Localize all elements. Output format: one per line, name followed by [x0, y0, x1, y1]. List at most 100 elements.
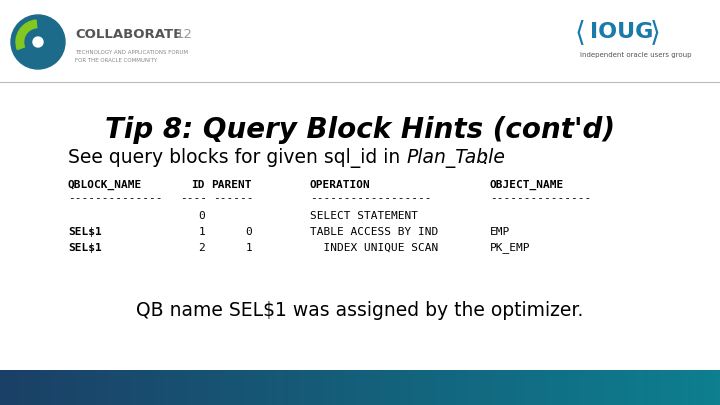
Bar	[14, 370, 18, 405]
Text: 12: 12	[176, 28, 193, 41]
Bar	[259, 370, 263, 405]
Bar	[348, 370, 351, 405]
Bar	[307, 370, 310, 405]
Bar	[413, 370, 416, 405]
Bar	[113, 370, 116, 405]
Bar	[326, 370, 330, 405]
Bar	[103, 370, 107, 405]
Bar	[144, 370, 148, 405]
Bar	[377, 370, 380, 405]
Bar	[153, 370, 157, 405]
Bar	[233, 370, 236, 405]
Bar	[583, 370, 587, 405]
Bar	[223, 370, 227, 405]
Bar	[595, 370, 598, 405]
Bar	[156, 370, 159, 405]
Bar	[480, 370, 483, 405]
Text: 0: 0	[246, 227, 252, 237]
Bar	[333, 370, 337, 405]
Bar	[41, 370, 44, 405]
Bar	[477, 370, 481, 405]
Bar	[137, 370, 140, 405]
Bar	[286, 370, 289, 405]
Bar	[336, 370, 339, 405]
Bar	[31, 370, 35, 405]
Bar	[665, 370, 668, 405]
Bar	[619, 370, 623, 405]
Text: ID: ID	[192, 180, 205, 190]
Bar	[185, 370, 188, 405]
Bar	[302, 370, 306, 405]
Bar	[288, 370, 292, 405]
Bar	[362, 370, 366, 405]
Bar	[557, 370, 560, 405]
Bar	[576, 370, 580, 405]
Bar	[382, 370, 385, 405]
Bar	[96, 370, 99, 405]
Bar	[36, 370, 40, 405]
Bar	[99, 370, 102, 405]
Bar	[142, 370, 145, 405]
Bar	[466, 370, 469, 405]
Bar	[94, 370, 97, 405]
Bar	[564, 370, 567, 405]
Bar	[379, 370, 382, 405]
Bar	[523, 370, 526, 405]
Bar	[187, 370, 191, 405]
Bar	[569, 370, 572, 405]
Bar	[454, 370, 457, 405]
Bar	[396, 370, 400, 405]
Bar	[171, 370, 174, 405]
Bar	[24, 370, 27, 405]
Text: ------------------: ------------------	[310, 193, 431, 203]
Bar	[79, 370, 83, 405]
Bar	[391, 370, 395, 405]
Bar	[194, 370, 198, 405]
Bar	[653, 370, 656, 405]
Bar	[243, 370, 246, 405]
Bar	[264, 370, 267, 405]
Bar	[132, 370, 135, 405]
Bar	[225, 370, 229, 405]
Text: ----: ----	[180, 193, 207, 203]
Bar	[511, 370, 515, 405]
Bar	[228, 370, 231, 405]
Text: TABLE ACCESS BY IND: TABLE ACCESS BY IND	[310, 227, 438, 237]
Bar	[86, 370, 90, 405]
Bar	[540, 370, 544, 405]
Bar	[648, 370, 652, 405]
Text: EMP: EMP	[490, 227, 510, 237]
Bar	[120, 370, 123, 405]
Text: OBJECT_NAME: OBJECT_NAME	[490, 180, 564, 190]
Bar	[360, 370, 364, 405]
Bar	[499, 370, 503, 405]
Bar	[189, 370, 193, 405]
Bar	[214, 370, 217, 405]
Bar	[127, 370, 130, 405]
Bar	[439, 370, 443, 405]
Bar	[74, 370, 78, 405]
Bar	[5, 370, 8, 405]
Bar	[437, 370, 440, 405]
Bar	[526, 370, 529, 405]
Bar	[355, 370, 359, 405]
Bar	[463, 370, 467, 405]
Bar	[166, 370, 169, 405]
Bar	[509, 370, 512, 405]
Bar	[384, 370, 387, 405]
Bar	[310, 370, 313, 405]
Bar	[713, 370, 716, 405]
Bar	[367, 370, 371, 405]
Bar	[101, 370, 104, 405]
Bar	[218, 370, 222, 405]
Text: OPERATION: OPERATION	[310, 180, 371, 190]
Circle shape	[33, 37, 43, 47]
Bar	[641, 370, 644, 405]
Bar	[19, 370, 22, 405]
Bar	[408, 370, 411, 405]
Text: FOR THE ORACLE COMMUNITY: FOR THE ORACLE COMMUNITY	[75, 58, 157, 62]
Text: SEL$1: SEL$1	[68, 243, 102, 253]
Bar	[686, 370, 690, 405]
Text: SELECT STATEMENT: SELECT STATEMENT	[310, 211, 418, 221]
Bar	[199, 370, 202, 405]
